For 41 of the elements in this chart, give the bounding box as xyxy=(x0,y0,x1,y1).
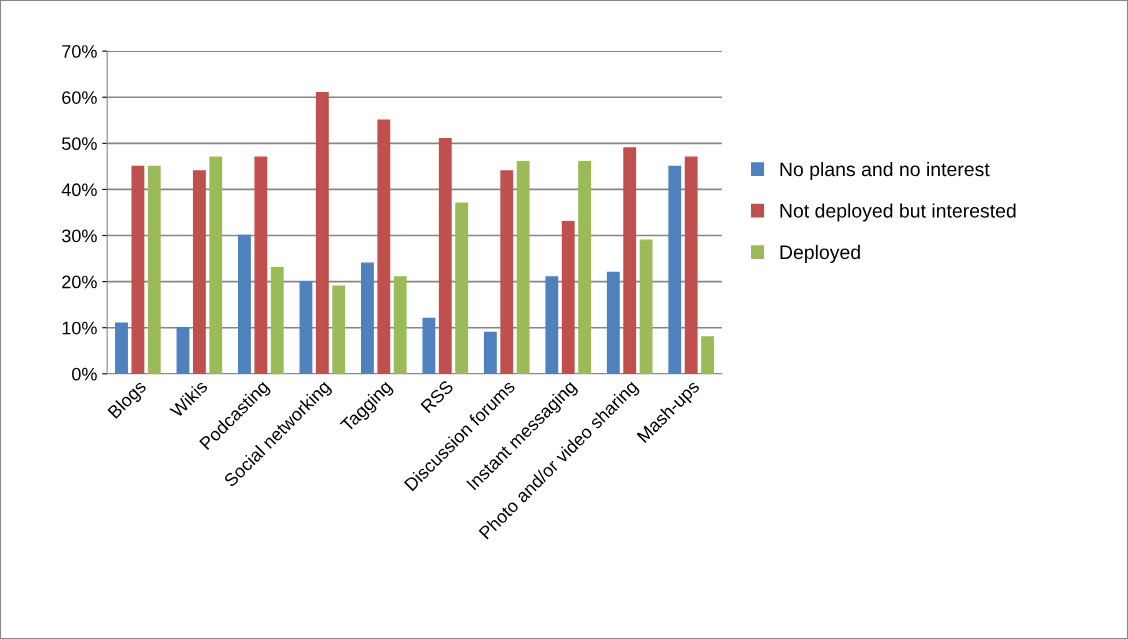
bar xyxy=(299,280,313,374)
bar xyxy=(483,331,497,374)
bar xyxy=(393,276,407,374)
bar xyxy=(668,165,682,374)
bar xyxy=(606,271,620,374)
bar xyxy=(147,165,161,374)
bar xyxy=(192,170,206,374)
y-tick-label: 40% xyxy=(61,183,97,197)
bar xyxy=(684,156,698,374)
bar xyxy=(639,239,653,374)
bar xyxy=(377,119,391,374)
bar xyxy=(516,161,530,374)
y-tick-label: 30% xyxy=(61,229,97,243)
bar xyxy=(332,285,346,374)
legend-label: Not deployed but interested xyxy=(780,203,1016,222)
bar xyxy=(438,138,452,374)
bar xyxy=(701,336,715,374)
y-tick-label: 10% xyxy=(62,321,97,335)
y-tick-label: 70% xyxy=(62,45,97,58)
bar xyxy=(455,202,469,374)
y-tick-label: 0% xyxy=(72,367,97,381)
bar xyxy=(131,165,145,374)
bar xyxy=(500,170,514,374)
bar xyxy=(315,91,329,374)
bar xyxy=(115,322,128,374)
bar xyxy=(209,156,223,374)
bar xyxy=(176,327,190,374)
bar xyxy=(238,234,251,374)
bar xyxy=(270,267,284,374)
y-tick-label: 20% xyxy=(62,275,97,289)
bar xyxy=(623,147,637,374)
bar xyxy=(545,276,559,374)
bar xyxy=(254,156,268,374)
y-tick-label: 50% xyxy=(62,137,97,151)
bar xyxy=(578,161,592,374)
bar xyxy=(422,317,436,374)
bar xyxy=(561,220,575,374)
y-tick-label: 60% xyxy=(62,91,97,104)
legend-label: No plans and no interest xyxy=(780,161,990,181)
bar xyxy=(360,262,374,374)
legend-label: Deployed xyxy=(780,244,860,263)
